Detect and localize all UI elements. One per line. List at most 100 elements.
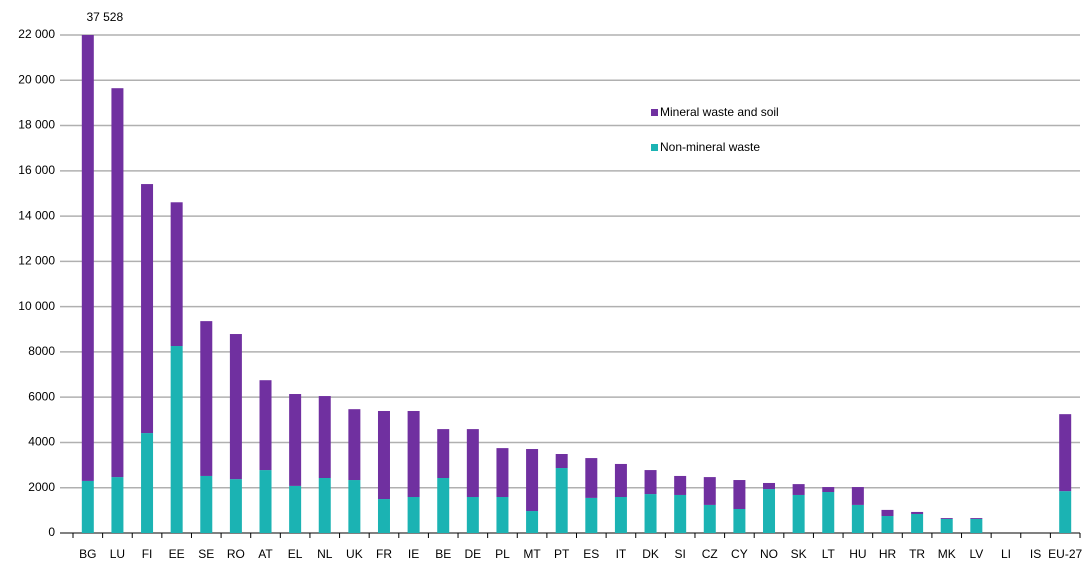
- bar-segment: [792, 484, 805, 495]
- bar-segment: [466, 429, 479, 498]
- bars: [81, 35, 1072, 533]
- bar-segment: [170, 202, 183, 347]
- x-tick-label: LT: [822, 547, 836, 561]
- bar-segment: [970, 518, 983, 519]
- y-tick-label: 22 000: [18, 27, 55, 41]
- y-tick-label: 14 000: [18, 208, 55, 222]
- bar-segment: [348, 480, 361, 533]
- x-tick-label: FI: [142, 547, 153, 561]
- legend-label: Mineral waste and soil: [660, 105, 779, 119]
- legend-swatch: [651, 144, 658, 151]
- x-tick-label: LU: [110, 547, 125, 561]
- bar-segment: [585, 497, 598, 533]
- x-tick-label: LI: [1001, 547, 1011, 561]
- bar-segment: [229, 479, 242, 533]
- bar-segment: [881, 516, 894, 533]
- bar-segment: [377, 499, 390, 533]
- bar-segment: [703, 504, 716, 533]
- y-tick-label: 10 000: [18, 299, 55, 313]
- bar-segment: [496, 497, 509, 533]
- x-tick-label: PT: [554, 547, 570, 561]
- bar-segment: [81, 480, 94, 533]
- bar-segment: [407, 497, 420, 533]
- x-tick-label: DK: [642, 547, 659, 561]
- x-tick-label: UK: [346, 547, 363, 561]
- annotation: 37 528: [86, 10, 123, 24]
- y-tick-label: 12 000: [18, 254, 55, 268]
- bar-segment: [644, 494, 657, 533]
- bar-segment: [822, 487, 835, 493]
- x-tick-label: PL: [495, 547, 510, 561]
- x-tick-label: IS: [1030, 547, 1041, 561]
- y-tick-label: 2000: [28, 480, 55, 494]
- bar-segment: [763, 489, 776, 533]
- bar-segment: [703, 477, 716, 505]
- x-tick-label: ES: [583, 547, 599, 561]
- x-tick-label: RO: [227, 547, 245, 561]
- bar-segment: [763, 482, 776, 490]
- y-tick-label: 20 000: [18, 72, 55, 86]
- bar-segment: [437, 429, 450, 478]
- x-tick-label: AT: [258, 547, 273, 561]
- bar-segment: [970, 518, 983, 533]
- bar-segment: [940, 518, 953, 519]
- bar-segment: [881, 509, 894, 517]
- bar-segment: [733, 480, 746, 510]
- bar-segment: [733, 509, 746, 533]
- y-tick-label: 8000: [28, 344, 55, 358]
- bar-segment: [259, 470, 272, 533]
- bar-segment: [466, 497, 479, 533]
- bar-segment: [1059, 414, 1072, 492]
- bar-segment: [289, 394, 302, 486]
- x-tick-label: IE: [408, 547, 419, 561]
- x-tick-label: EL: [288, 547, 303, 561]
- bar-segment: [674, 475, 687, 495]
- bar-segment: [289, 485, 302, 533]
- x-tick-label: LV: [969, 547, 983, 561]
- x-tick-label: NO: [760, 547, 778, 561]
- y-tick-label: 6000: [28, 389, 55, 403]
- bar-segment: [674, 494, 687, 533]
- bar-segment: [851, 487, 864, 505]
- x-tick-label: NL: [317, 547, 333, 561]
- x-tick-label: MK: [938, 547, 956, 561]
- x-tick-label: BG: [79, 547, 96, 561]
- x-tick-label: CY: [731, 547, 748, 561]
- legend-swatch: [651, 109, 658, 116]
- bar-segment: [141, 433, 154, 533]
- y-tick-label: 0: [48, 525, 55, 539]
- x-tick-label: IT: [616, 547, 627, 561]
- bar-segment: [318, 477, 331, 533]
- y-tick-label: 4000: [28, 435, 55, 449]
- x-tick-label: SI: [674, 547, 685, 561]
- x-tick-label: EU-27: [1048, 547, 1082, 561]
- bar-segment: [555, 468, 568, 533]
- x-tick-label: SE: [198, 547, 214, 561]
- x-tick-label: DE: [465, 547, 482, 561]
- bar-segment: [111, 477, 124, 533]
- bar-segment: [526, 449, 539, 512]
- bar-segment: [1059, 491, 1072, 533]
- bar-segment: [141, 184, 154, 434]
- x-tick-label: CZ: [702, 547, 718, 561]
- bar-segment: [259, 380, 272, 471]
- x-tick-label: HR: [879, 547, 897, 561]
- bar-segment: [614, 463, 627, 498]
- x-tick-label: FR: [376, 547, 392, 561]
- bar-segment: [377, 410, 390, 500]
- bar-segment: [644, 470, 657, 495]
- bar-segment: [526, 511, 539, 533]
- x-tick-label: EE: [169, 547, 185, 561]
- bar-segment: [200, 475, 213, 533]
- bar-segment: [851, 504, 864, 533]
- y-tick-label: 18 000: [18, 118, 55, 132]
- grid: [60, 34, 1080, 534]
- x-tick-label: MT: [523, 547, 541, 561]
- bar-segment: [111, 88, 124, 478]
- foreground: 0 2000 4000 6000 8000 10 000 12 000 14 000 16 00…: [18, 10, 1082, 561]
- bar-segment: [348, 409, 361, 481]
- bar-segment: [555, 453, 568, 469]
- bar-segment: [614, 497, 627, 533]
- x-tick-label: BE: [435, 547, 451, 561]
